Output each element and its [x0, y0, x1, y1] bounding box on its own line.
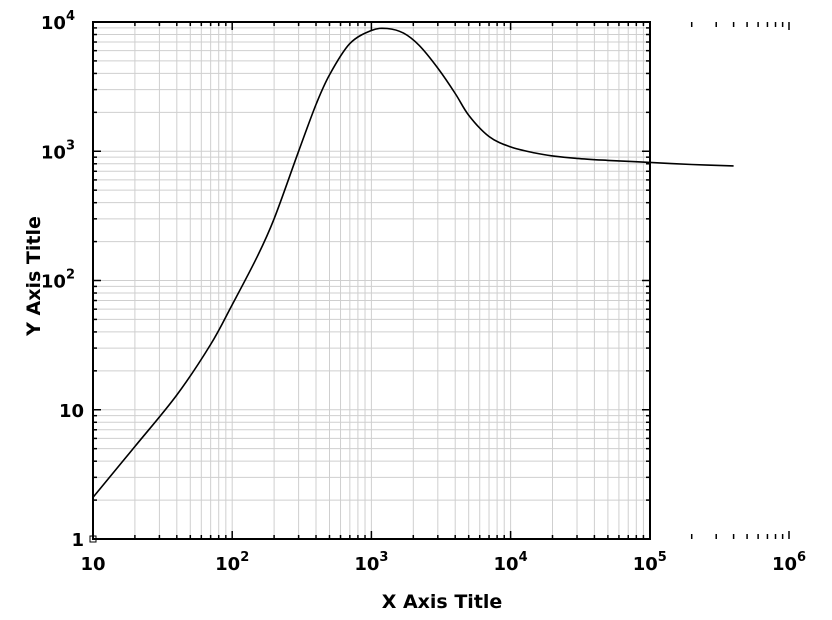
y-tick-label: 1 [71, 530, 84, 551]
x-tick-label: 105 [633, 550, 667, 575]
x-tick-label: 106 [772, 550, 806, 575]
series-line [92, 27, 734, 498]
axis-ticks [89, 22, 790, 543]
y-tick-label: 104 [41, 9, 75, 34]
x-tick-label: 10 [80, 554, 105, 575]
y-tick-label: 102 [41, 268, 75, 293]
x-tick-label: 102 [215, 550, 249, 575]
plot-frame [92, 21, 651, 540]
x-axis-title: X Axis Title [382, 591, 503, 613]
y-tick-label: 10 [59, 401, 84, 422]
x-tick-labels: 10 102 103 104 105 106 [80, 550, 806, 575]
grid-lines [93, 22, 651, 539]
x-tick-label: 104 [494, 550, 528, 575]
x-tick-label: 103 [354, 550, 388, 575]
y-axis-title: Y Axis Title [23, 216, 45, 337]
y-tick-labels: 1 10 102 103 104 [41, 9, 84, 551]
y-tick-label: 103 [41, 138, 75, 163]
